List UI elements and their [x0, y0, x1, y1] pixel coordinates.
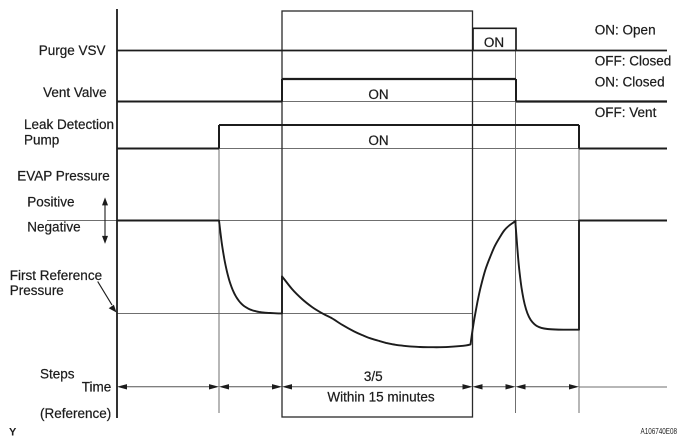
svg-text:Steps: Steps — [40, 367, 75, 382]
svg-text:ON: Closed: ON: Closed — [595, 75, 665, 90]
svg-text:Purge VSV: Purge VSV — [39, 43, 106, 58]
svg-text:EVAP Pressure: EVAP Pressure — [17, 169, 110, 184]
svg-text:3/5: 3/5 — [364, 369, 383, 384]
svg-text:First Reference: First Reference — [10, 268, 102, 283]
svg-text:Y: Y — [9, 427, 17, 439]
svg-text:Time: Time — [82, 380, 112, 395]
svg-text:OFF: Vent: OFF: Vent — [595, 105, 657, 120]
svg-text:ON: ON — [484, 35, 504, 50]
svg-text:(Reference): (Reference) — [40, 406, 111, 421]
svg-text:Positive: Positive — [27, 194, 74, 209]
svg-text:Negative: Negative — [27, 220, 80, 235]
svg-text:Pump: Pump — [24, 132, 59, 147]
svg-text:Vent Valve: Vent Valve — [43, 85, 107, 100]
svg-text:ON: ON — [368, 133, 388, 148]
svg-text:OFF: Closed: OFF: Closed — [595, 54, 672, 69]
svg-text:A106740E08: A106740E08 — [641, 427, 678, 436]
svg-text:Leak Detection: Leak Detection — [24, 117, 114, 132]
svg-text:Within 15 minutes: Within 15 minutes — [327, 390, 435, 405]
svg-text:ON: Open: ON: Open — [595, 22, 656, 37]
svg-text:Pressure: Pressure — [10, 283, 64, 298]
svg-text:ON: ON — [368, 87, 388, 102]
